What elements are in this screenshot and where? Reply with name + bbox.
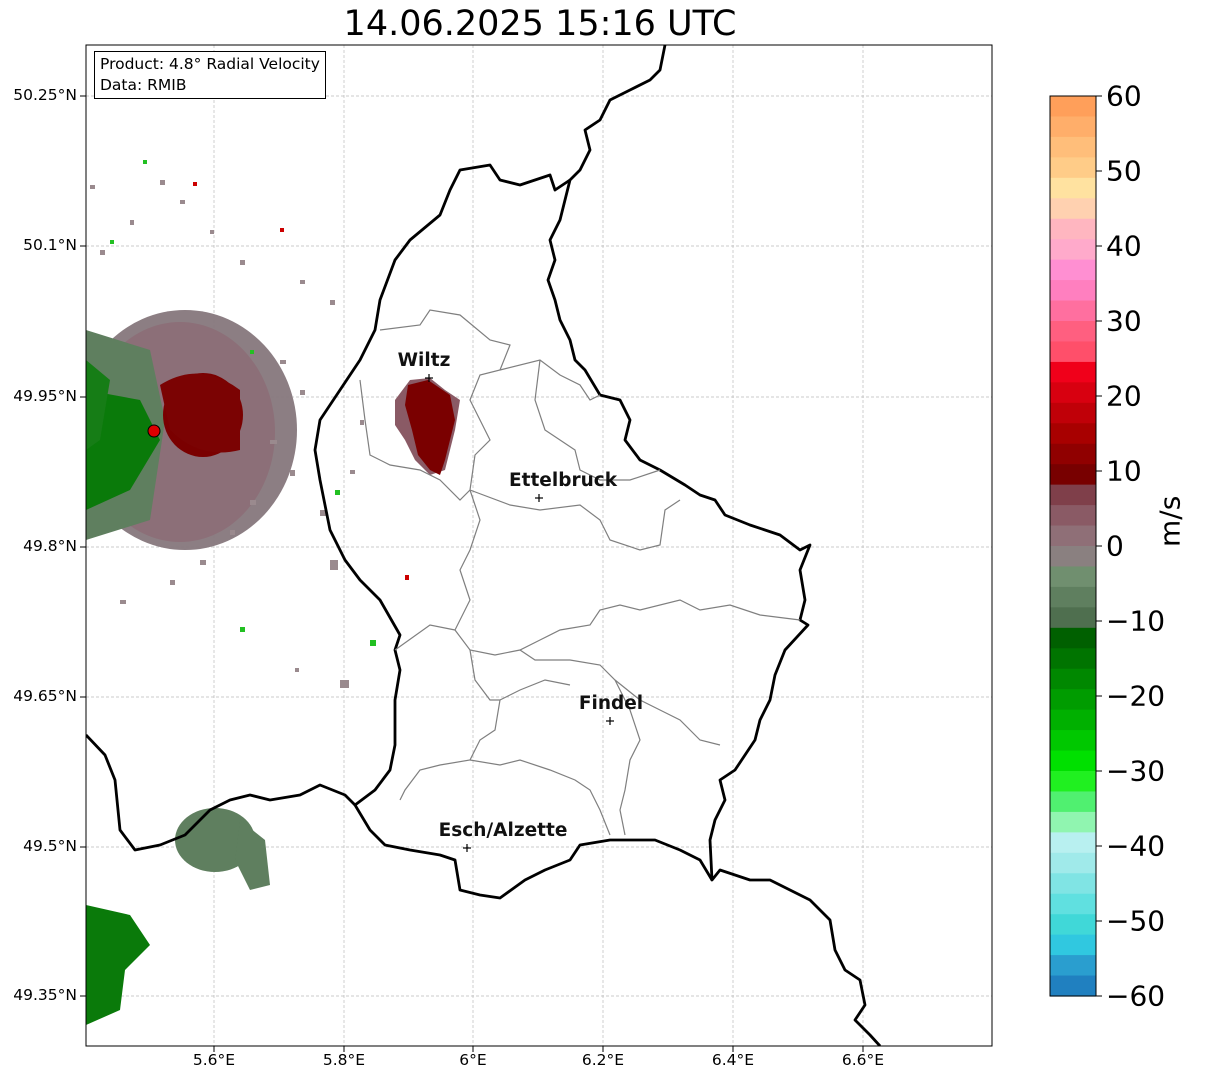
- lat-label: 50.1°N: [23, 236, 77, 254]
- colorbar-segment: [1050, 546, 1096, 568]
- colorbar-segment: [1050, 873, 1096, 895]
- colorbar-segment: [1050, 157, 1096, 179]
- colorbar-segment: [1050, 218, 1096, 240]
- map-frame: [85, 44, 993, 1047]
- lon-label: 5.8°E: [322, 1051, 366, 1069]
- colorbar-segment: [1050, 750, 1096, 772]
- colorbar-tick-label: 0: [1106, 529, 1124, 563]
- colorbar-segment: [1050, 464, 1096, 486]
- lon-label: 5.6°E: [192, 1051, 236, 1069]
- colorbar-segment: [1050, 791, 1096, 813]
- colorbar-segment: [1050, 852, 1096, 874]
- esch-marker: [463, 844, 471, 852]
- colorbar-segment: [1050, 975, 1096, 997]
- colorbar-segment: [1050, 423, 1096, 445]
- radar-echo-main: [86, 160, 409, 688]
- colorbar-segment: [1050, 259, 1096, 281]
- colorbar-tick-label: 10: [1106, 454, 1142, 488]
- lon-label: 6.6°E: [841, 1051, 885, 1069]
- colorbar-segment: [1050, 730, 1096, 752]
- product-label: Product: 4.8° Radial Velocity: [100, 55, 320, 73]
- colorbar-segment: [1050, 96, 1096, 118]
- axis-ticks: [80, 95, 864, 1052]
- colorbar-segment: [1050, 648, 1096, 670]
- lon-label: 6°E: [459, 1051, 487, 1069]
- france-belgium-border: [86, 734, 356, 852]
- colorbar-tick-label: −30: [1106, 754, 1166, 788]
- colorbar-tick-label: −40: [1106, 829, 1166, 863]
- colorbar-segment: [1050, 627, 1096, 649]
- colorbar-segment: [1050, 239, 1096, 261]
- colorbar-segment: [1050, 771, 1096, 793]
- colorbar-tick-label: −60: [1106, 979, 1166, 1013]
- lat-label: 49.5°N: [23, 837, 77, 855]
- colorbar-ticks: [1096, 95, 1102, 997]
- colorbar-segment: [1050, 955, 1096, 977]
- colorbar-segment: [1050, 893, 1096, 915]
- colorbar-tick-label: 30: [1106, 304, 1142, 338]
- colorbar-segment: [1050, 668, 1096, 690]
- colorbar-tick-label: −50: [1106, 904, 1166, 938]
- colorbar-segment: [1050, 709, 1096, 731]
- colorbar-segment: [1050, 525, 1096, 547]
- city-markers: [425, 374, 614, 852]
- colorbar-tick-label: 40: [1106, 229, 1142, 263]
- colorbar-segment: [1050, 586, 1096, 608]
- lat-label: 49.8°N: [23, 537, 77, 555]
- city-label-wiltz: Wiltz: [397, 350, 451, 371]
- colorbar-segment: [1050, 689, 1096, 711]
- lat-label: 49.35°N: [13, 986, 77, 1004]
- colorbar-tick-label: 20: [1106, 379, 1142, 413]
- lat-label: 50.25°N: [13, 86, 77, 104]
- radar-echo-wiltz: [395, 378, 460, 475]
- product-info-box: Product: 4.8° Radial Velocity Data: RMIB: [94, 51, 326, 99]
- colorbar-segment: [1050, 914, 1096, 936]
- findel-marker: [606, 717, 614, 725]
- colorbar-segment: [1050, 198, 1096, 220]
- wiltz-marker: [425, 374, 433, 382]
- lat-label: 49.65°N: [13, 687, 77, 705]
- radar-site-marker: [147, 424, 161, 438]
- lon-gridlines: [213, 45, 864, 1046]
- lon-label: 6.2°E: [581, 1051, 625, 1069]
- colorbar-tick-label: −20: [1106, 679, 1166, 713]
- colorbar-unit-label: m/s: [1153, 495, 1187, 547]
- data-source-label: Data: RMIB: [100, 76, 187, 94]
- colorbar-segment: [1050, 321, 1096, 343]
- colorbar-segment: [1050, 116, 1096, 138]
- luxembourg-border-west: [313, 163, 714, 900]
- colorbar-tick-label: 60: [1106, 79, 1142, 113]
- radar-echo-southwest: [86, 808, 270, 1025]
- colorbar-segment: [1050, 934, 1096, 956]
- luxembourg-border: [546, 45, 882, 1046]
- colorbar: [1050, 96, 1096, 997]
- colorbar-tick-label: −10: [1106, 604, 1166, 638]
- map-title: 14.06.2025 15:16 UTC: [343, 4, 737, 44]
- city-label-ettelbruck: Ettelbruck: [508, 470, 618, 491]
- colorbar-segment: [1050, 484, 1096, 506]
- city-label-esch: Esch/Alzette: [438, 820, 568, 841]
- colorbar-segment: [1050, 832, 1096, 854]
- colorbar-segment: [1050, 136, 1096, 158]
- colorbar-segment: [1050, 566, 1096, 588]
- colorbar-segment: [1050, 382, 1096, 404]
- colorbar-segment: [1050, 341, 1096, 363]
- colorbar-segment: [1050, 361, 1096, 383]
- canton-boundaries: [359, 309, 801, 836]
- colorbar-tick-label: 50: [1106, 154, 1142, 188]
- colorbar-segment: [1050, 443, 1096, 465]
- colorbar-segment: [1050, 402, 1096, 424]
- colorbar-segment: [1050, 607, 1096, 629]
- colorbar-segment: [1050, 177, 1096, 199]
- colorbar-segment: [1050, 300, 1096, 322]
- colorbar-segment: [1050, 505, 1096, 527]
- colorbar-segment: [1050, 811, 1096, 833]
- lat-label: 49.95°N: [13, 387, 77, 405]
- ettelbruck-marker: [535, 494, 543, 502]
- lon-label: 6.4°E: [711, 1051, 755, 1069]
- city-label-findel: Findel: [578, 693, 644, 714]
- colorbar-segment: [1050, 280, 1096, 302]
